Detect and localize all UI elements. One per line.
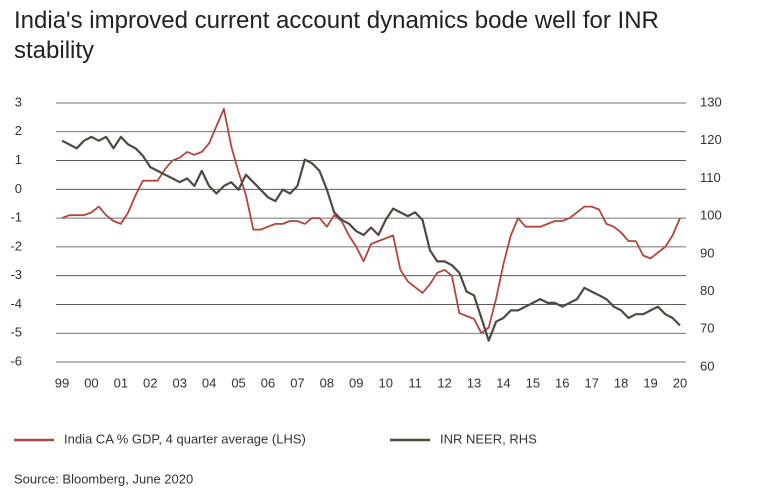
x-tick-label: 12 xyxy=(437,375,451,390)
source-note: Source: Bloomberg, June 2020 xyxy=(14,471,193,486)
x-tick-label: 03 xyxy=(172,375,186,390)
x-tick-label: 05 xyxy=(231,375,245,390)
y2-tick-label: 120 xyxy=(700,132,722,147)
x-tick-label: 10 xyxy=(378,375,392,390)
x-tick-label: 14 xyxy=(496,375,510,390)
x-tick-label: 01 xyxy=(114,375,128,390)
x-tick-label: 09 xyxy=(349,375,363,390)
x-tick-label: 06 xyxy=(261,375,275,390)
x-tick-label: 11 xyxy=(408,375,422,390)
x-tick-label: 17 xyxy=(584,375,598,390)
y-tick-label: 0 xyxy=(15,181,22,196)
y2-tick-label: 90 xyxy=(700,245,714,260)
legend-label: India CA % GDP, 4 quarter average (LHS) xyxy=(64,431,306,446)
y-tick-label: 2 xyxy=(15,123,22,138)
series-line xyxy=(61,107,681,335)
y2-tick-label: 70 xyxy=(700,321,714,336)
x-tick-label: 04 xyxy=(202,375,216,390)
y-tick-label: -5 xyxy=(10,325,22,340)
chart-title: India's improved current account dynamic… xyxy=(14,7,659,64)
y2-tick-label: 80 xyxy=(700,283,714,298)
y-tick-label: -4 xyxy=(10,296,22,311)
x-tick-label: 18 xyxy=(614,375,628,390)
x-tick-label: 02 xyxy=(143,375,157,390)
x-tick-label: 00 xyxy=(84,375,98,390)
x-tick-label: 15 xyxy=(526,375,540,390)
x-tick-label: 07 xyxy=(290,375,304,390)
x-tick-label: 19 xyxy=(643,375,657,390)
x-tick-label: 08 xyxy=(320,375,334,390)
x-tick-label: 13 xyxy=(467,375,481,390)
y2-tick-label: 130 xyxy=(700,94,722,109)
y-tick-label: -2 xyxy=(10,238,22,253)
y2-tick-label: 100 xyxy=(700,208,722,223)
y-tick-label: -3 xyxy=(10,267,22,282)
x-tick-label: 20 xyxy=(673,375,687,390)
y2-tick-label: 60 xyxy=(700,358,714,373)
y-tick-label: -1 xyxy=(10,210,22,225)
series-line xyxy=(61,135,681,342)
y-tick-label: 3 xyxy=(15,94,22,109)
x-tick-label: 99 xyxy=(55,375,69,390)
y-tick-label: 1 xyxy=(15,152,22,167)
x-tick-label: 16 xyxy=(555,375,569,390)
y2-tick-label: 110 xyxy=(700,170,721,185)
legend-label: INR NEER, RHS xyxy=(440,431,537,446)
y-tick-label: -6 xyxy=(10,353,22,368)
